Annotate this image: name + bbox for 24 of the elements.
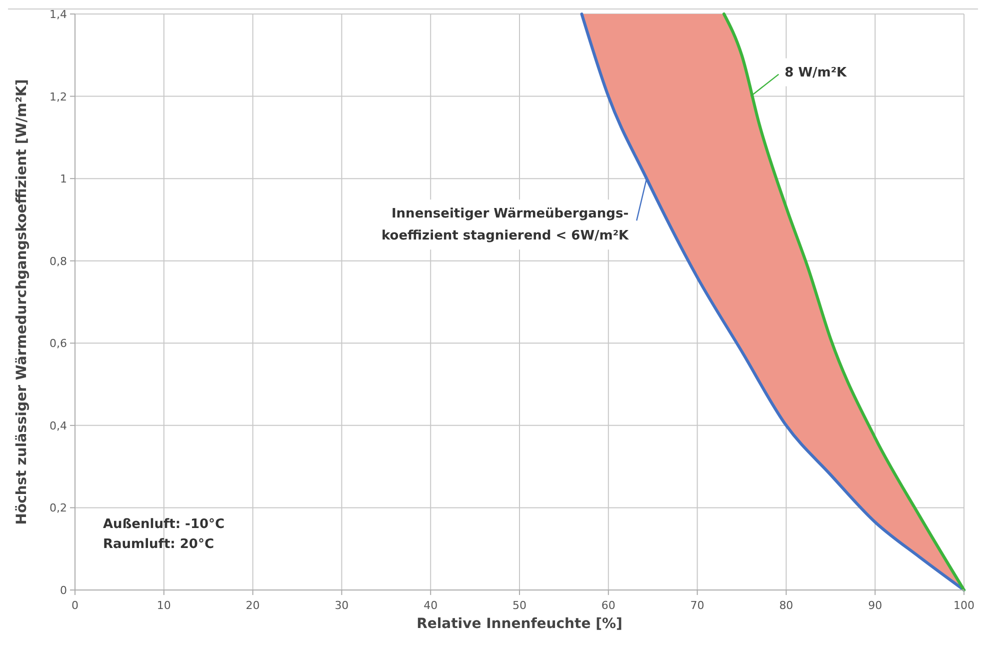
- x-tick-label: 30: [334, 599, 349, 612]
- y-tick-label: 0,4: [50, 419, 67, 432]
- x-tick-label: 60: [601, 599, 616, 612]
- x-tick-label: 50: [512, 599, 526, 612]
- x-tick-label: 20: [246, 599, 260, 612]
- annotation: 8 W/m²K: [784, 65, 848, 80]
- y-tick-label: 1: [60, 172, 67, 186]
- y-tick-label: 1,2: [50, 90, 67, 104]
- y-tick-label: 0: [60, 584, 67, 597]
- x-tick-label: 70: [690, 599, 704, 612]
- annotation: Außenluft: -10°C Raumluft: 20°C: [103, 517, 225, 552]
- annotation: Innenseitiger Wärmeübergangs- koeffizient stagnierend < 6W/m²K: [382, 206, 630, 244]
- y-tick-label: 0,8: [50, 254, 67, 268]
- y-axis-title: Höchst zulässiger Wärmedurchgangskoeffizient [W/m²K]: [14, 79, 30, 525]
- x-tick-label: 80: [779, 599, 794, 612]
- x-tick-label: 100: [954, 599, 974, 612]
- x-tick-label: 40: [424, 599, 438, 612]
- y-tick-label: 0,2: [50, 502, 67, 515]
- x-tick-label: 10: [156, 599, 171, 612]
- y-tick-label: 1,4: [50, 8, 67, 21]
- x-tick-label: 90: [868, 599, 882, 612]
- x-tick-label: 0: [72, 599, 78, 612]
- y-tick-label: 0,6: [50, 337, 67, 350]
- x-axis-title: Relative Innenfeuchte [%]: [416, 616, 622, 632]
